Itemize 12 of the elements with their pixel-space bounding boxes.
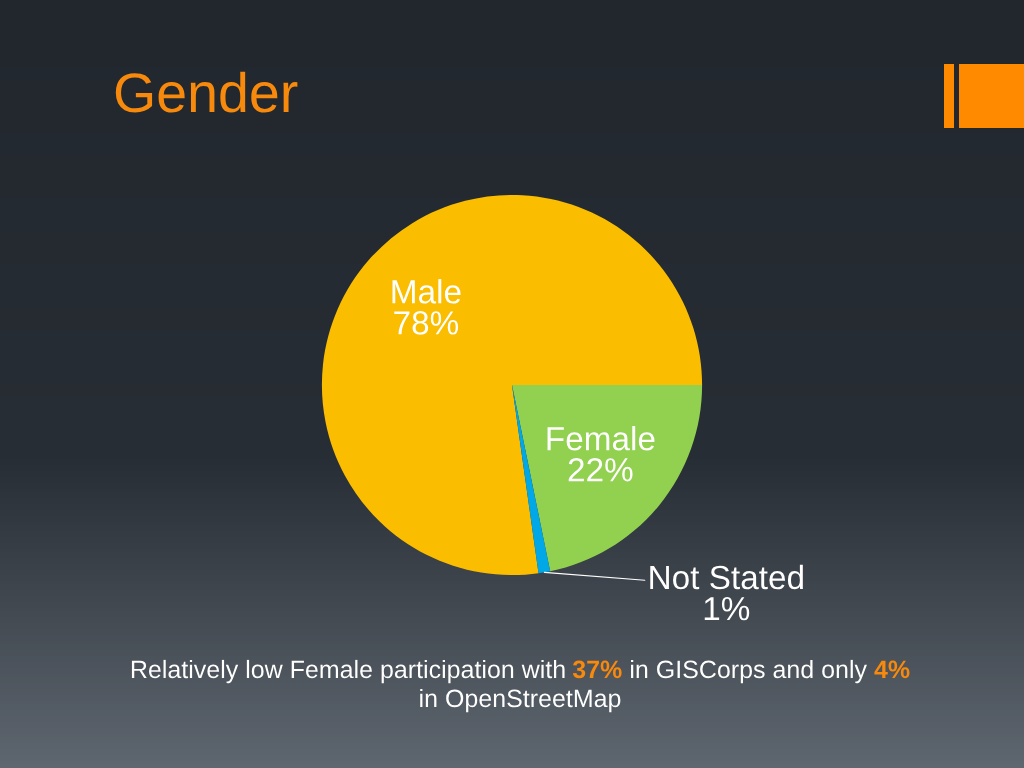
data-label: 22% <box>568 457 633 482</box>
text: in GISCorps and only <box>631 659 867 684</box>
slice-label: Female <box>547 426 655 451</box>
slice-label: Not Stated <box>650 564 803 590</box>
data-label: 1% <box>704 596 750 621</box>
text: 4% <box>874 660 910 679</box>
data-label: 78% <box>394 311 459 335</box>
text: in OpenStreetMap <box>420 688 621 713</box>
text: 37% <box>572 660 622 679</box>
slice-label: Male <box>392 279 461 304</box>
text: Relatively low Female participation with <box>131 659 565 684</box>
chart-title: Gender <box>115 71 298 113</box>
